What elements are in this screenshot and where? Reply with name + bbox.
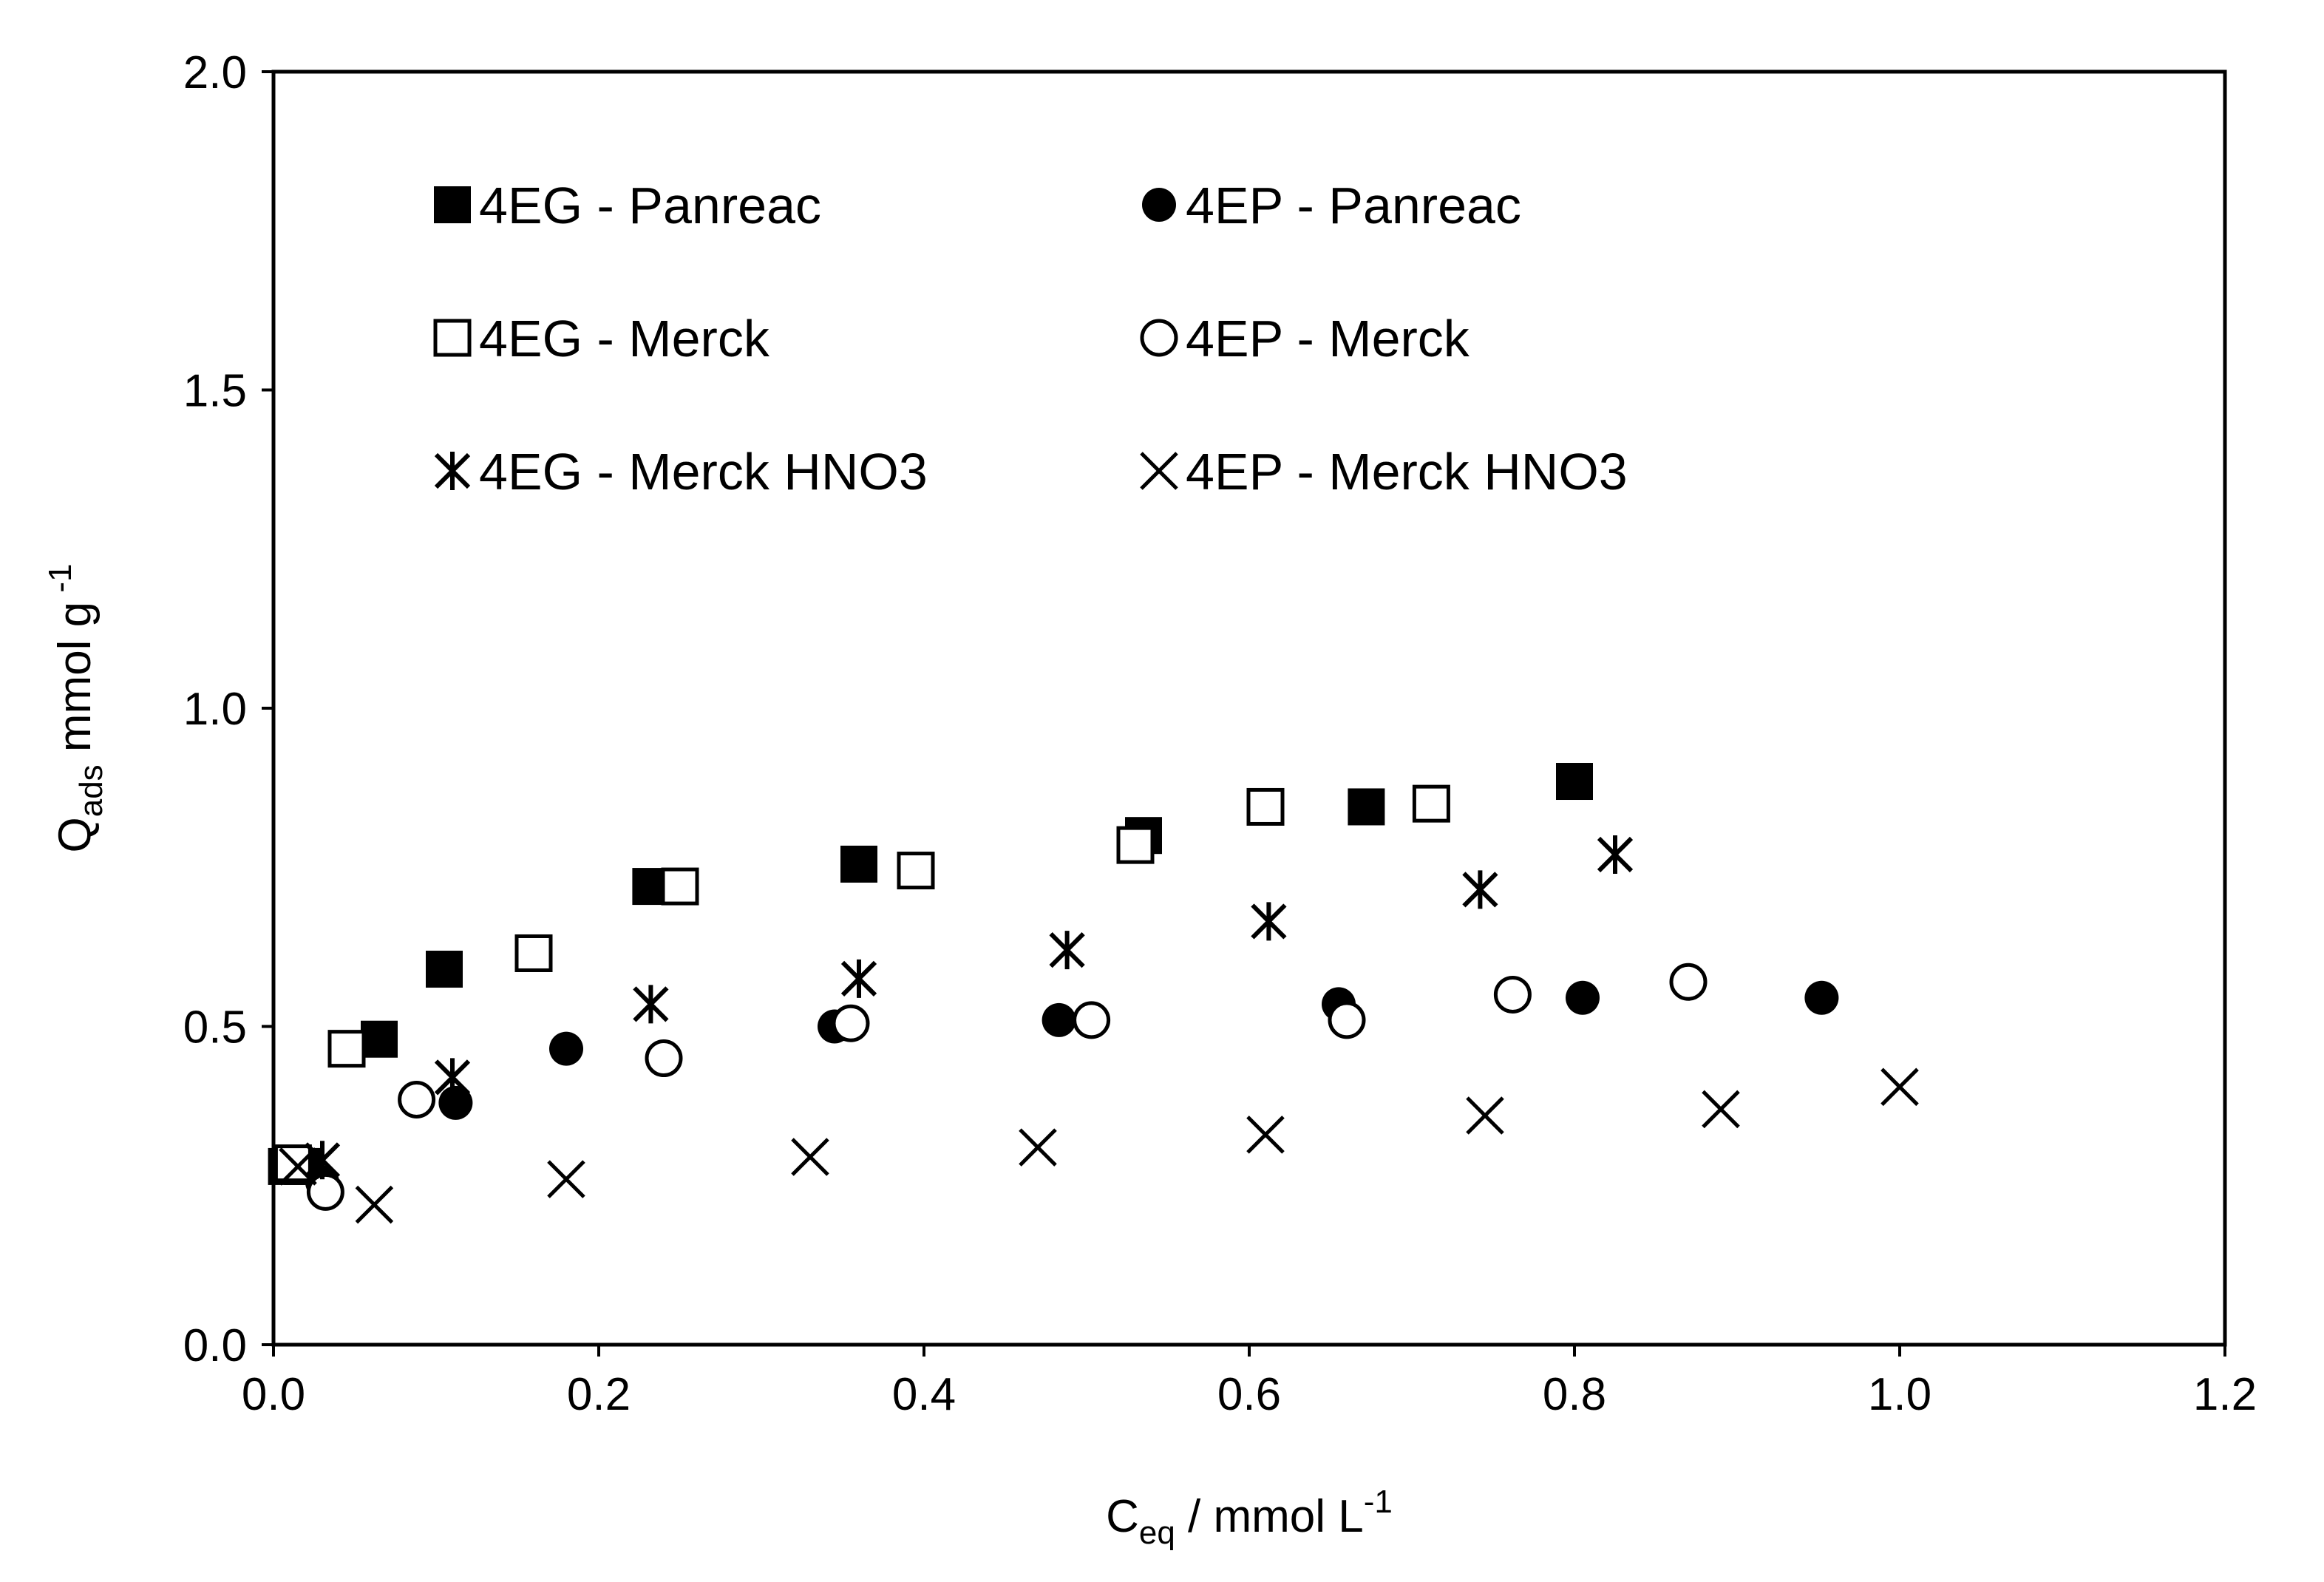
data-point [355,1185,394,1224]
data-point [1462,870,1498,909]
legend-item: 4EG - Merck HNO3 [434,443,928,500]
legend-label: 4EP - Merck HNO3 [1186,443,1628,500]
legend-item: 4EG - Panreac [434,177,821,234]
data-point [361,1020,398,1058]
data-point [1566,980,1600,1015]
data-point [398,1081,436,1119]
legend-marker [434,452,471,490]
data-point [1328,1001,1366,1039]
data-point [840,959,877,998]
data-point [306,1172,344,1211]
data-point [1348,788,1385,826]
data-point [1246,787,1285,826]
data-point [1702,1090,1740,1129]
data-point [1246,1116,1285,1154]
data-point [832,1004,870,1042]
legend-item: 4EG - Merck [433,310,770,367]
data-point [1669,963,1708,1001]
x-tick-label: 0.6 [1217,1369,1281,1420]
x-tick-label: 0.8 [1543,1369,1606,1420]
legend-label: 4EP - Merck [1186,310,1470,367]
data-point [547,1160,585,1198]
y-axis-title: Qads mmol g -1 [42,563,109,852]
data-point [1804,980,1839,1015]
y-tick-label: 0.0 [183,1320,247,1371]
x-tick-label: 0.0 [242,1369,305,1420]
data-point [897,852,935,890]
y-tick-label: 0.5 [183,1002,247,1053]
legend-item: 4EP - Merck HNO3 [1140,443,1628,500]
series-6 [279,1067,1919,1224]
legend-marker [1142,188,1176,222]
data-point [1073,1001,1111,1039]
data-point [791,1138,829,1176]
y-tick-label: 2.0 [183,47,247,98]
legend-label: 4EP - Panreac [1186,177,1521,234]
x-tick-label: 0.4 [892,1369,956,1420]
legend-marker [1140,452,1178,490]
data-point [633,985,669,1024]
legend-marker [434,186,471,223]
series-5 [304,835,1634,1180]
data-point [514,934,553,972]
data-point [327,1030,366,1068]
data-point [434,1058,471,1097]
data-point [1049,931,1085,970]
data-point [645,1039,683,1078]
data-point [1042,1002,1076,1037]
data-point [426,951,463,988]
legend-label: 4EG - Merck HNO3 [479,443,928,500]
y-tick-label: 1.0 [183,684,247,735]
x-axis-title: Ceq / mmol L-1 [1106,1484,1393,1551]
axis-ticks: 0.0 0.2 0.4 0.6 0.8 1.0 1.2 0.0 0.5 1.0 1.5 2.0 [183,47,2257,1420]
data-point [1116,826,1155,864]
data-point [1597,835,1634,875]
data-point [304,1141,341,1180]
data-point [661,867,699,906]
data-point [840,845,877,883]
legend-marker [433,319,472,357]
legend-label: 4EG - Merck [479,310,770,367]
data-point [1880,1067,1919,1107]
data-point [1466,1096,1504,1135]
legend-marker [1140,319,1178,357]
data-point [279,1147,317,1186]
data-point [549,1031,583,1066]
x-tick-label: 0.2 [567,1369,631,1420]
data-point [1556,763,1593,801]
series-4 [306,963,1708,1211]
data-point [1019,1128,1057,1167]
x-tick-label: 1.0 [1868,1369,1931,1420]
data-point [1493,975,1532,1014]
legend-label: 4EG - Panreac [479,177,821,234]
series-3 [273,784,1450,1183]
data-point [1412,784,1450,823]
data-marks [268,763,1919,1224]
x-tick-label: 1.2 [2193,1369,2257,1420]
legend-item: 4EP - Merck [1140,310,1470,367]
y-tick-label: 1.5 [183,366,247,417]
data-point [438,1085,473,1120]
legend-item: 4EP - Panreac [1142,177,1521,234]
data-point [1251,902,1287,941]
legend: 4EG - Panreac 4EG - Merck 4EG - Merck HNO3… [433,177,1628,500]
